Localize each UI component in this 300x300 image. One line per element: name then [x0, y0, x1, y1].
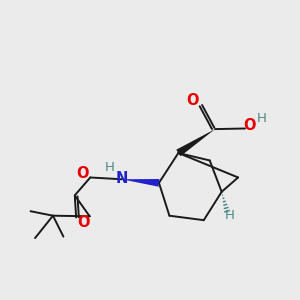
- Text: O: O: [186, 93, 199, 108]
- Polygon shape: [176, 129, 215, 156]
- Polygon shape: [122, 179, 159, 187]
- Text: N: N: [116, 171, 128, 186]
- Text: O: O: [76, 167, 89, 182]
- Text: H: H: [105, 161, 115, 174]
- Text: H: H: [256, 112, 266, 125]
- Text: H: H: [225, 209, 235, 222]
- Text: O: O: [77, 215, 90, 230]
- Text: O: O: [244, 118, 256, 133]
